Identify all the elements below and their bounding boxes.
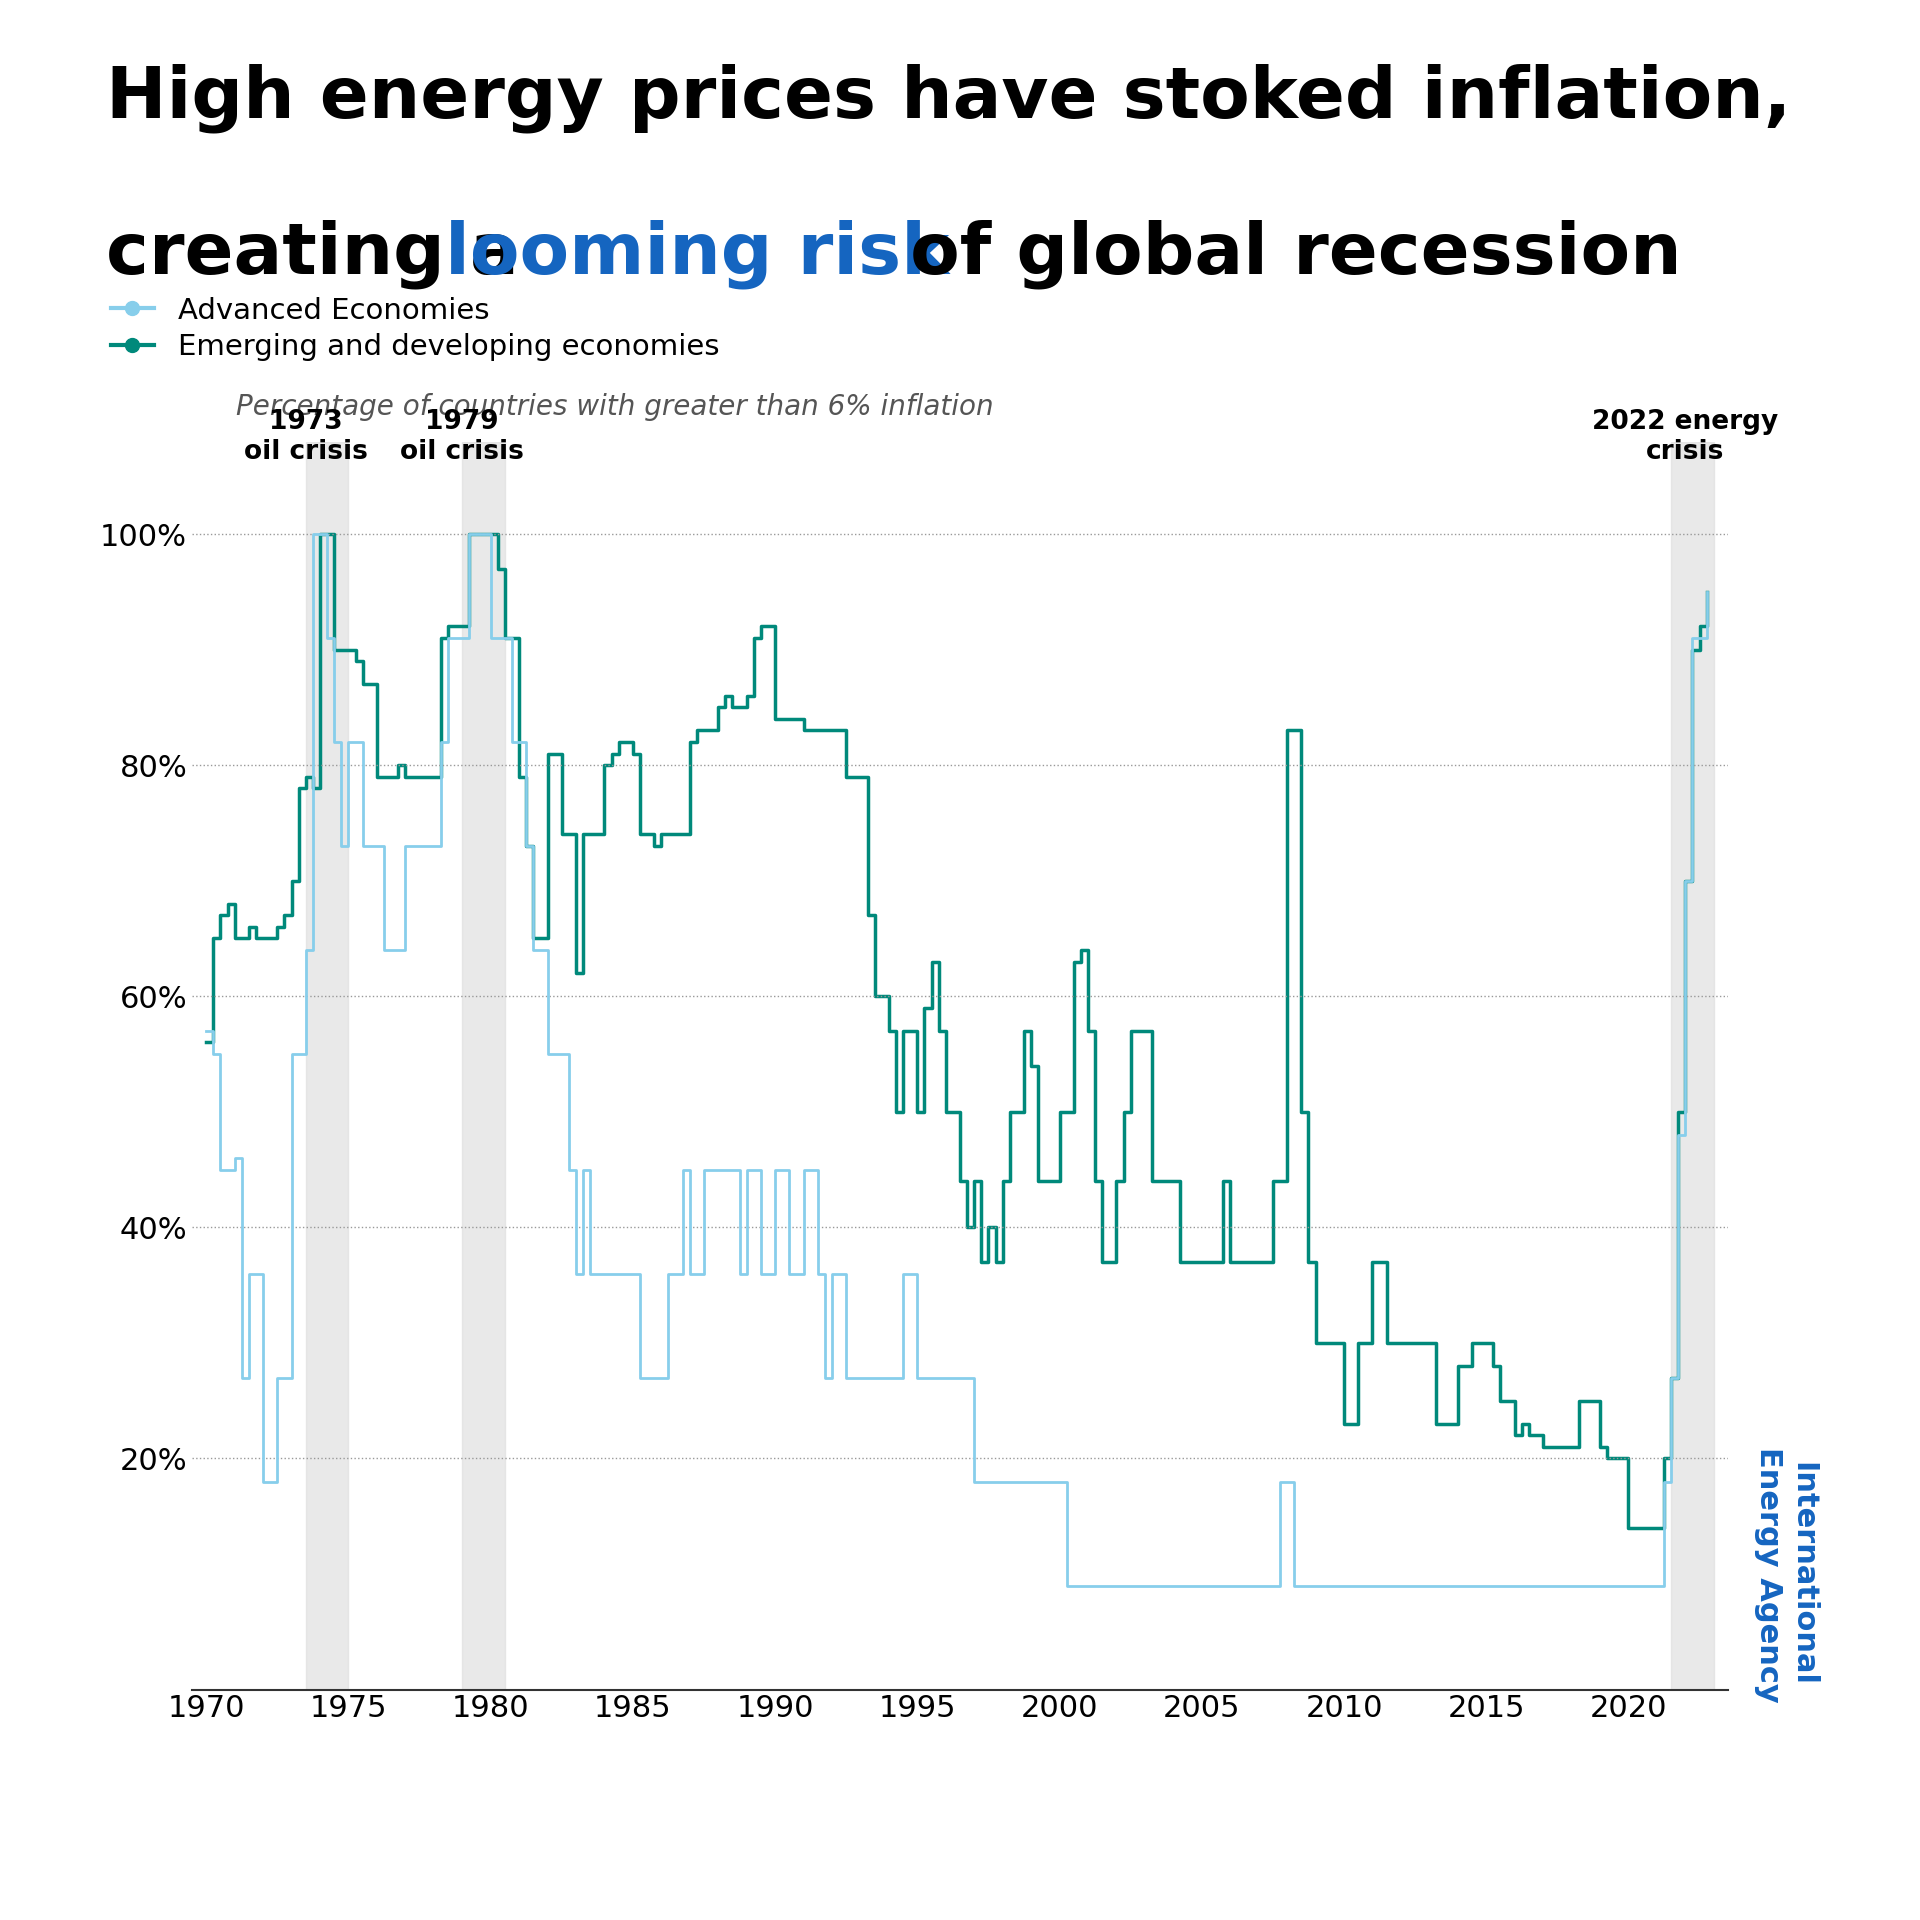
Text: 1973
oil crisis: 1973 oil crisis bbox=[244, 409, 369, 465]
Text: International
Energy Agency: International Energy Agency bbox=[1755, 1446, 1816, 1703]
Legend: Advanced Economies, Emerging and developing economies: Advanced Economies, Emerging and develop… bbox=[111, 296, 720, 361]
Text: High energy prices have stoked inflation,: High energy prices have stoked inflation… bbox=[106, 63, 1791, 132]
Text: looming risk: looming risk bbox=[445, 219, 950, 290]
Text: creating a: creating a bbox=[106, 219, 543, 290]
Text: 2022 energy
crisis: 2022 energy crisis bbox=[1592, 409, 1778, 465]
Text: 1979
oil crisis: 1979 oil crisis bbox=[399, 409, 524, 465]
Bar bbox=[1670, 442, 1715, 1690]
Bar bbox=[305, 442, 348, 1690]
Text: Percentage of countries with greater than 6% inflation: Percentage of countries with greater tha… bbox=[236, 394, 993, 420]
Bar bbox=[463, 442, 505, 1690]
Text: of global recession: of global recession bbox=[885, 219, 1682, 290]
